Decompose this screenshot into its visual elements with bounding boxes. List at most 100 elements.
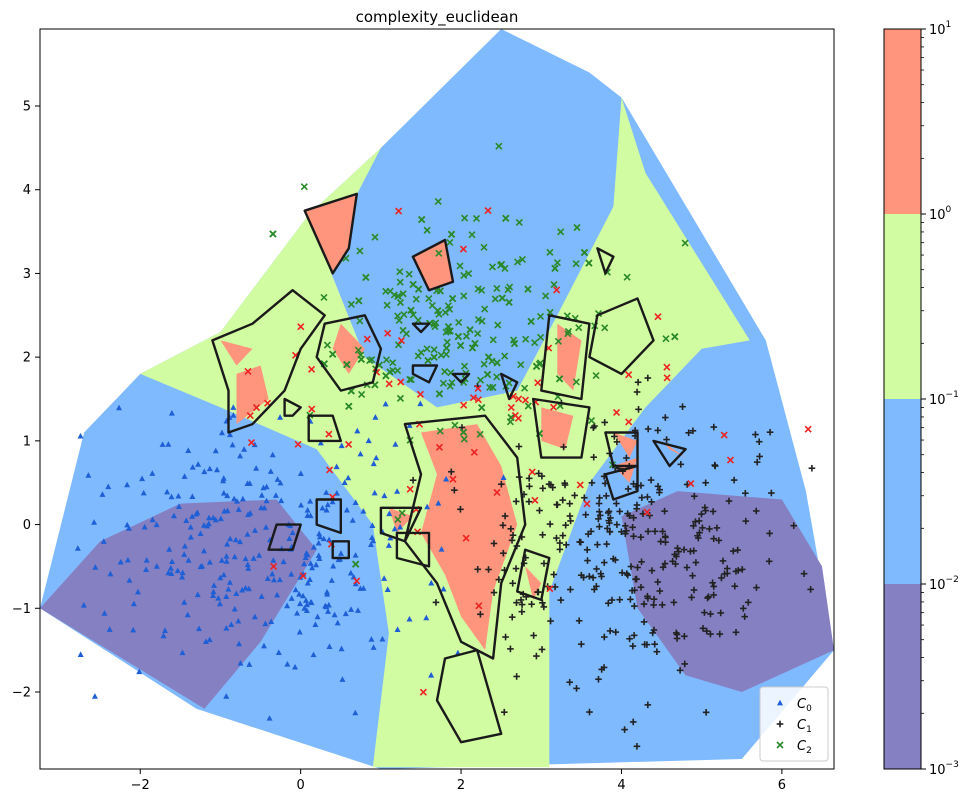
point-c0 xyxy=(335,556,342,563)
point-c1 xyxy=(477,610,484,618)
point-c0 xyxy=(278,497,285,504)
point-c1 xyxy=(490,540,498,547)
point-c1 xyxy=(616,508,624,515)
point-c2-high xyxy=(353,577,361,585)
point-c2 xyxy=(356,317,364,325)
x-tick-label: −2 xyxy=(131,778,150,793)
point-c1 xyxy=(631,602,638,610)
point-c1 xyxy=(752,431,759,438)
point-c0 xyxy=(168,493,175,500)
point-c1 xyxy=(551,583,559,591)
point-c0 xyxy=(181,542,188,549)
point-c0 xyxy=(264,575,271,581)
point-c0 xyxy=(325,608,332,614)
point-c2 xyxy=(474,285,482,293)
point-c1 xyxy=(654,427,662,434)
point-c1 xyxy=(605,517,613,524)
point-c1 xyxy=(553,501,561,508)
point-c2 xyxy=(472,214,481,222)
point-c2-high xyxy=(720,431,728,439)
point-c2 xyxy=(389,359,397,367)
point-c2-high xyxy=(534,379,542,387)
point-c1 xyxy=(633,388,641,396)
point-c2 xyxy=(394,515,402,524)
point-c0 xyxy=(91,693,98,699)
point-c1 xyxy=(595,500,603,507)
point-c1 xyxy=(618,569,626,577)
point-c0 xyxy=(320,535,327,542)
point-c0 xyxy=(292,663,299,670)
point-c0 xyxy=(141,523,148,530)
point-c0 xyxy=(164,488,171,495)
legend-box xyxy=(759,686,829,762)
region-high xyxy=(541,407,574,450)
point-c2-high xyxy=(470,448,478,456)
point-c1 xyxy=(690,547,698,555)
point-c0 xyxy=(237,452,244,459)
point-c2 xyxy=(478,317,486,325)
point-c1 xyxy=(447,468,455,476)
point-c0 xyxy=(354,607,361,613)
point-c0 xyxy=(304,551,311,558)
point-c1 xyxy=(597,570,605,578)
point-c1 xyxy=(689,572,696,580)
point-c1 xyxy=(596,523,603,530)
point-c2 xyxy=(355,297,363,305)
point-c1 xyxy=(508,613,516,621)
point-c2 xyxy=(347,300,355,308)
point-c2 xyxy=(446,238,454,246)
point-c1 xyxy=(457,506,464,513)
point-c1 xyxy=(681,632,688,640)
point-c0 xyxy=(258,492,265,498)
point-c0 xyxy=(349,517,356,523)
point-c1 xyxy=(550,571,558,578)
point-c2 xyxy=(405,270,413,278)
point-c2-high xyxy=(528,468,536,476)
point-c1 xyxy=(709,508,717,515)
point-c0 xyxy=(299,592,306,599)
point-c2 xyxy=(446,327,454,335)
point-c1 xyxy=(547,481,555,488)
point-c2 xyxy=(495,142,503,150)
point-c1 xyxy=(624,485,632,493)
point-c1 xyxy=(637,583,645,591)
point-c0 xyxy=(153,563,160,569)
point-c2-high xyxy=(625,371,633,379)
point-c2-high xyxy=(484,206,492,215)
point-c1 xyxy=(557,596,565,604)
point-c1 xyxy=(627,563,635,570)
point-c1 xyxy=(566,500,574,507)
point-c0 xyxy=(258,504,265,511)
point-c2-high xyxy=(326,466,334,474)
y-axis: −2 −1 0 1 2 3 4 5 xyxy=(12,100,40,700)
point-c2-high xyxy=(469,394,478,402)
point-c0 xyxy=(394,488,401,494)
point-c1 xyxy=(659,563,667,571)
region-high xyxy=(304,193,357,274)
point-c2 xyxy=(493,359,501,367)
point-c0 xyxy=(276,576,283,583)
point-c0 xyxy=(297,600,304,607)
point-c1 xyxy=(567,586,574,593)
point-c2 xyxy=(573,223,581,232)
point-c0 xyxy=(266,715,273,721)
point-c1 xyxy=(732,568,740,575)
point-c0 xyxy=(435,500,442,506)
point-c2 xyxy=(409,280,417,289)
point-c0 xyxy=(384,586,391,593)
point-c2 xyxy=(399,290,407,298)
point-c2 xyxy=(300,183,308,191)
point-c2-high xyxy=(397,336,406,345)
point-c0 xyxy=(245,511,252,517)
point-c2 xyxy=(396,268,404,276)
point-c2 xyxy=(460,292,468,300)
point-c0 xyxy=(175,492,182,499)
boundary-line xyxy=(307,414,342,443)
point-c2 xyxy=(557,228,565,236)
point-c2 xyxy=(443,338,451,346)
point-c1 xyxy=(742,517,750,525)
point-c2 xyxy=(269,230,277,238)
point-c0 xyxy=(348,606,355,612)
point-c2 xyxy=(521,384,529,392)
